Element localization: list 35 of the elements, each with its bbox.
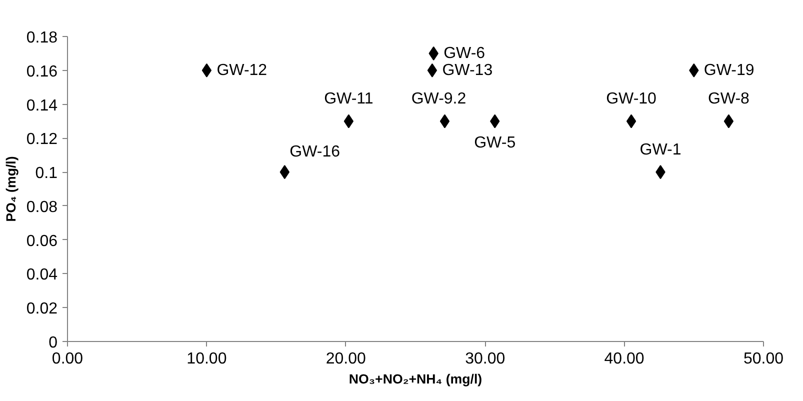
- x-axis-title: NO₃+NO₂+NH₄ (mg/l): [348, 372, 482, 386]
- point: [202, 63, 212, 78]
- y-tick-label: 0.06: [26, 232, 58, 250]
- point: [626, 114, 636, 128]
- annotation: GW-11: [324, 90, 374, 108]
- annotation: GW-16: [290, 144, 340, 161]
- y-tick-label: 0.16: [26, 63, 58, 80]
- point: [344, 114, 354, 128]
- point: [440, 114, 450, 128]
- x-tick-label: 20.00: [326, 350, 366, 368]
- annotation: GW-19: [704, 62, 754, 79]
- x-tick-label: 50.00: [743, 350, 784, 368]
- annotation: GW-5: [474, 134, 516, 152]
- y-tick-label: 0.04: [26, 266, 58, 284]
- annotation: GW-10: [606, 90, 657, 108]
- annotation: GW-9.2: [411, 90, 466, 108]
- x-tick-label: 0.00: [52, 350, 84, 368]
- point: [724, 114, 734, 128]
- y-tick-label: 0.14: [26, 97, 58, 114]
- annotation: GW-12: [216, 62, 268, 79]
- y-tick-label: 0.12: [26, 131, 58, 148]
- annotation: GW-8: [708, 90, 750, 108]
- x-tick-label: 40.00: [604, 350, 644, 368]
- annotation: GW-1: [640, 142, 682, 159]
- y-tick-label: 0.02: [26, 300, 58, 318]
- y-tick-label: 0: [48, 334, 58, 352]
- y-tick-label: 0.1: [35, 165, 58, 182]
- point: [427, 63, 438, 78]
- y-tick-label: 0.18: [26, 30, 58, 46]
- y-axis-title: PO₄ (mg/l): [3, 156, 18, 222]
- annotation: GW-6: [444, 44, 486, 62]
- x-tick-label: 30.00: [465, 350, 506, 368]
- y-tick-label: 0.08: [26, 198, 58, 216]
- annotation: GW-13: [442, 62, 493, 79]
- x-tick-label: 10.00: [186, 350, 227, 368]
